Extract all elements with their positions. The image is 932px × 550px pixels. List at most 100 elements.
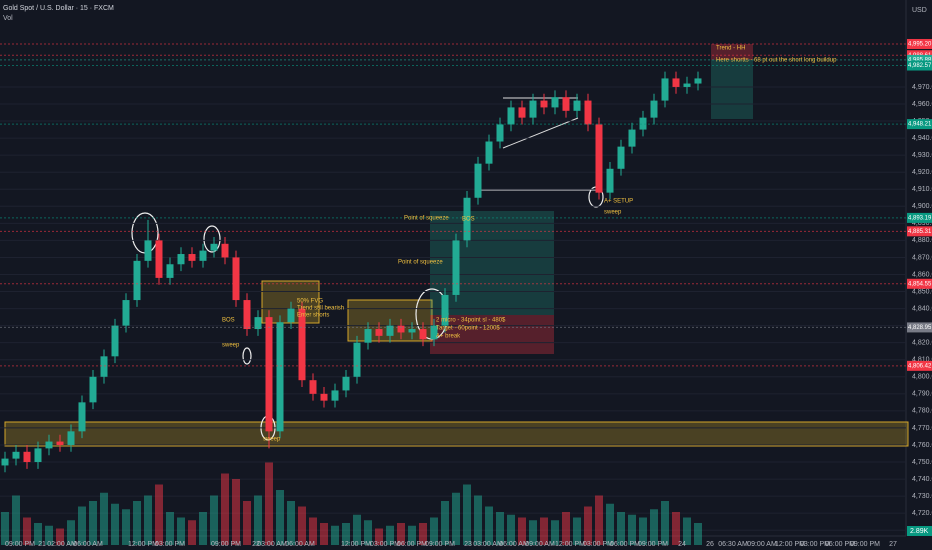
price-tag-bg [907,360,932,371]
y-tick-label: 4,880.00 [912,237,932,244]
price-tag-bg [907,226,932,237]
y-tick-label: 4,870.00 [912,254,932,261]
candle-body [639,117,647,130]
volume-bar [617,512,625,545]
volume-bar [639,517,647,545]
candle-body [496,124,504,142]
candle-body [232,257,240,301]
y-tick-label: 4,850.00 [912,288,932,295]
price-tag-bg [907,38,932,49]
x-tick-label: 06:00 AM [499,541,529,548]
circle [242,347,252,365]
x-tick-label: 24 [678,541,686,548]
x-tick-label: 09:00 PM [211,541,241,548]
candle-body [210,243,218,251]
y-tick-label: 4,750.00 [912,459,932,466]
candle-body [89,376,97,403]
x-tick-label: 09:00 AM [525,541,555,548]
x-tick-label: 09:00 AM [747,541,777,548]
volume-bar [562,512,570,545]
price-tag: 4,985.88 [908,57,932,63]
candle-body [529,100,537,118]
candle-body [56,441,64,445]
volume-tag-bg [907,526,932,536]
volume-bar [452,492,460,545]
volume-bar [100,492,108,545]
volume-bar [353,514,361,545]
y-tick-label: 4,740.00 [912,476,932,483]
volume-bar [518,517,526,545]
candle-body [155,240,163,278]
candle-body [78,402,86,432]
volume-bar [199,512,207,545]
price-tag: 4,893.19 [908,215,932,221]
volume-bar [474,495,482,545]
price-tag: 4,806.42 [908,363,932,369]
candle-body [144,240,152,261]
volume-bar [606,503,614,545]
volume-bar [507,514,515,545]
price-tag-bg [907,212,932,223]
x-tick-label: 06:00 PM [825,541,855,548]
candle-body [441,294,449,326]
candle-body [12,451,20,459]
candle-body [650,100,658,118]
candle-body [463,197,471,241]
price-tag: 4,982.57 [908,63,932,69]
volume-bar [463,484,471,545]
annotation: A+ SETUP [604,199,633,205]
volume-bar [419,523,427,545]
zone [4,421,909,447]
volume-bar [584,506,592,545]
x-tick-label: 23 [464,541,472,548]
candle-body [507,107,515,125]
price-tag: 4,885.31 [908,229,932,235]
candle-body [518,107,526,118]
candle-body [166,264,174,278]
volume-bar [111,503,119,545]
candle-body [672,78,680,87]
candle-body [562,97,570,111]
volume-bar [386,525,394,545]
y-tick-label: 4,930.00 [912,152,932,159]
price-tag: 4,854.55 [908,281,932,287]
candle-body [419,329,427,340]
candle-body [408,329,416,333]
candle-body [188,254,196,261]
x-tick-label: 03:00 PM [370,541,400,548]
y-tick-label: 4,920.00 [912,169,932,176]
annotation: Trend - HH [716,46,745,52]
volume-bar [144,495,152,545]
price-tag: 4,948.21 [908,122,932,128]
y-tick-label: 4,780.00 [912,408,932,415]
candle-body [595,124,603,193]
x-tick-label: 21 [38,541,46,548]
volume-bar [276,490,284,545]
price-tag: 4,995.20 [908,42,932,48]
x-tick-label: 22 [252,541,260,548]
y-tick-label: 4,940.00 [912,135,932,142]
volume-bar [650,509,658,545]
volume-bar [441,501,449,545]
candle-body [243,300,251,330]
x-tick-label: 12:00 PM [128,541,158,548]
volume-bar [287,501,295,545]
candle-body [276,322,284,432]
candle-body [353,342,361,377]
volume-bar [661,501,669,545]
volume-bar [78,506,86,545]
candle-body [628,129,636,147]
candle-body [133,260,141,301]
candle-body [309,380,317,394]
volume-bar [265,462,273,545]
candle-body [298,308,306,381]
volume-bar [122,509,130,545]
y-tick-label: 4,960.00 [912,101,932,108]
volume-bar [309,517,317,545]
y-tick-label: 4,770.00 [912,425,932,432]
x-tick-label: 03:00 PM [583,541,613,548]
candle-body [320,393,328,401]
x-tick-label: 06:30 AM [718,541,748,548]
candle-body [364,329,372,343]
